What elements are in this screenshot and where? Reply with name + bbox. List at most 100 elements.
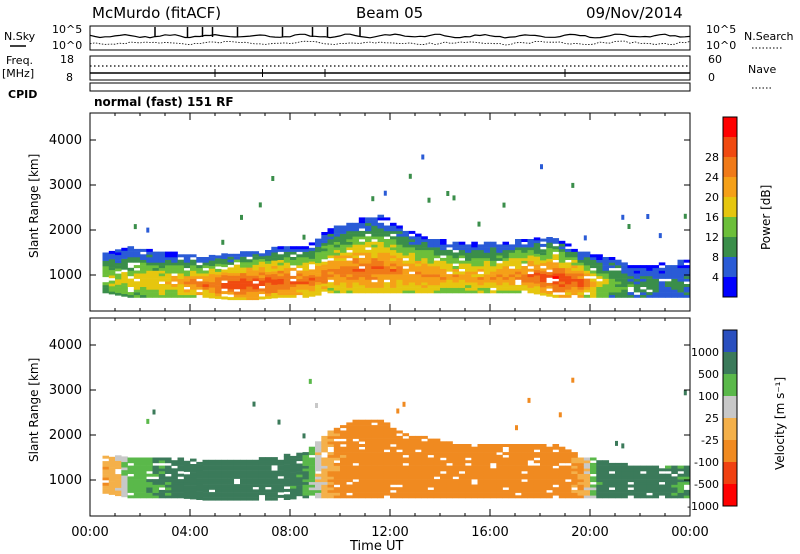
heatmap-cell [177, 289, 185, 293]
heatmap-cell [583, 476, 591, 480]
heatmap-cell [346, 222, 353, 226]
heatmap-cell [296, 259, 303, 263]
heatmap-cell [240, 261, 247, 265]
heatmap-cell [302, 489, 310, 493]
heatmap-cell [483, 279, 491, 283]
heatmap-cell [558, 481, 566, 485]
heatmap-cell [208, 260, 216, 264]
heatmap-cell [108, 272, 116, 276]
heatmap-cell [477, 257, 485, 261]
heatmap-cell [415, 260, 422, 264]
heatmap-cell [440, 492, 447, 496]
heatmap-cell [115, 474, 122, 478]
x-tick-label: 08:00 [271, 525, 308, 540]
heatmap-cell [390, 247, 397, 251]
heatmap-cell [658, 487, 666, 491]
heatmap-cell [590, 259, 597, 263]
heatmap-cell [577, 487, 585, 491]
heatmap-cell [327, 263, 335, 267]
heatmap-cell [383, 233, 391, 237]
heatmap-cell [340, 274, 347, 278]
heatmap-cell [171, 267, 178, 271]
heatmap-cell [327, 239, 335, 242]
heatmap-cell [552, 246, 560, 250]
heatmap-cell [546, 476, 553, 480]
heatmap-cell [565, 289, 572, 293]
heatmap-cell [327, 433, 335, 437]
heatmap-cell [365, 462, 372, 466]
heatmap-cell [352, 230, 360, 234]
heatmap-cell [346, 287, 353, 291]
heatmap-cell [546, 245, 553, 249]
heatmap-cell [277, 486, 285, 490]
heatmap-cell [271, 492, 278, 496]
heatmap-cell [321, 460, 328, 464]
heatmap-cell [671, 484, 678, 488]
heatmap-cell [633, 479, 641, 483]
heatmap-cell [652, 476, 660, 480]
heatmap-cell [390, 276, 397, 280]
heatmap-cell [115, 457, 122, 461]
heatmap-cell [415, 279, 422, 283]
heatmap-cell [458, 249, 466, 253]
heatmap-cell [596, 468, 603, 472]
heatmap-cell [658, 484, 666, 488]
heatmap-cell [346, 276, 353, 280]
heatmap-cell [183, 463, 191, 467]
heatmap-cell [496, 476, 503, 480]
heatmap-cell [190, 482, 197, 486]
heatmap-cell [277, 278, 285, 282]
heatmap-cell [246, 481, 253, 485]
heatmap-cell [608, 284, 616, 287]
heatmap-cell [108, 253, 116, 257]
heatmap-cell [340, 495, 347, 499]
heatmap-cell [321, 487, 328, 491]
heatmap-cell [271, 473, 278, 477]
heatmap-cell [183, 468, 191, 472]
heatmap-cell [240, 475, 247, 479]
heatmap-cell [158, 265, 166, 269]
heatmap-cell [577, 292, 585, 296]
heatmap-cell [133, 495, 141, 499]
heatmap-cell [352, 452, 360, 456]
heatmap-cell [527, 282, 535, 286]
heatmap-cell [140, 462, 147, 466]
heatmap-cell [583, 251, 591, 255]
heatmap-cell [296, 284, 303, 287]
heatmap-cell [446, 449, 453, 453]
heatmap-cell [546, 481, 553, 485]
heatmap-cell [446, 249, 453, 253]
heatmap-cell [365, 282, 372, 286]
heatmap-cell [552, 273, 560, 277]
heatmap-cell [533, 280, 541, 284]
heatmap-cell [190, 464, 197, 467]
heatmap-cell [358, 460, 366, 464]
heatmap-cell [627, 267, 635, 271]
heatmap-cell [371, 468, 378, 472]
heatmap-cell [490, 255, 497, 259]
heatmap-cell [227, 270, 235, 274]
heatmap-cell [571, 377, 575, 383]
heatmap-cell [102, 284, 110, 288]
colorbar-tick-label: -100 [694, 456, 719, 469]
heatmap-cell [196, 284, 203, 287]
heatmap-cell [271, 497, 278, 501]
heatmap-cell [315, 249, 322, 253]
heatmap-cell [358, 271, 366, 275]
heatmap-cell [552, 446, 560, 450]
heatmap-cell [265, 494, 272, 498]
heatmap-cell [177, 495, 185, 499]
heatmap-cell [665, 273, 672, 277]
heatmap-cell [183, 479, 191, 483]
heatmap-cell [452, 495, 460, 499]
heatmap-cell [390, 287, 397, 291]
heatmap-cell [327, 495, 335, 499]
heatmap-cell [527, 260, 535, 264]
heatmap-cell [296, 466, 303, 470]
heatmap-cell [446, 274, 453, 278]
heatmap-cell [296, 262, 303, 266]
heatmap-cell [471, 462, 478, 466]
heatmap-cell [471, 452, 478, 456]
heatmap-cell [452, 255, 460, 259]
